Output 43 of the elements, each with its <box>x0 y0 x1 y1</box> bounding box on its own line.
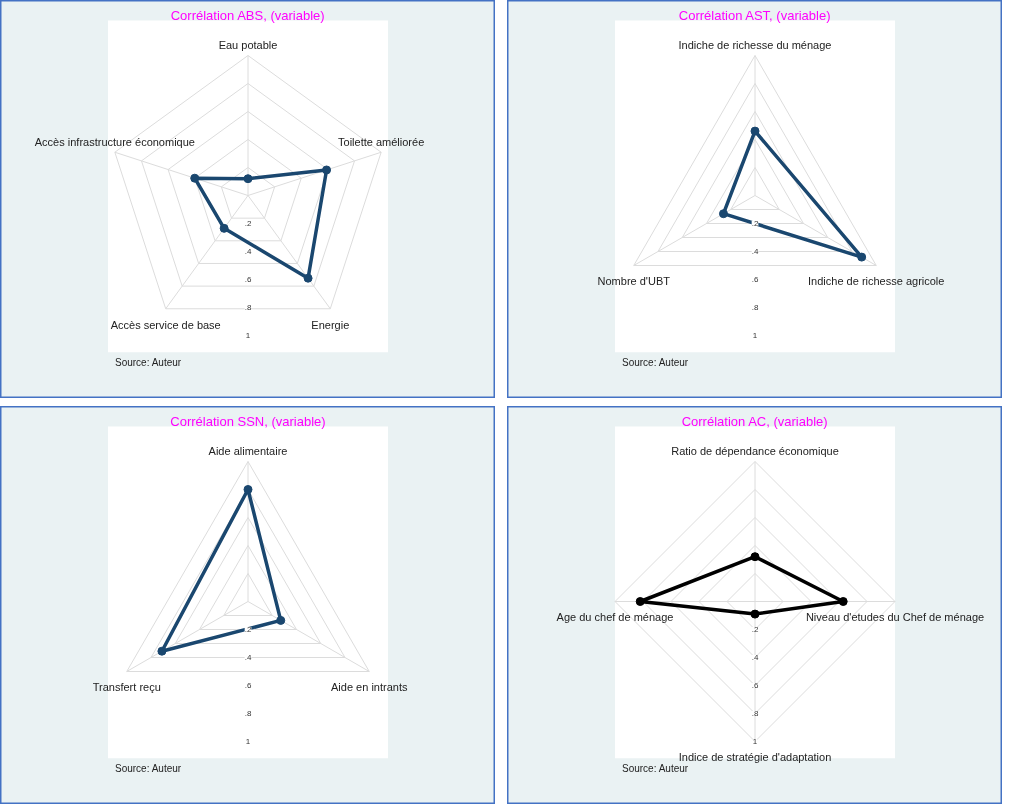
chart-title: Corrélation ABS, (variable) <box>170 7 325 23</box>
y-tick-label: .6 <box>751 681 759 690</box>
y-tick-label: .2 <box>244 219 252 228</box>
spoke-label: Aide en intrants <box>331 681 408 694</box>
y-tick-label: .4 <box>751 653 759 662</box>
y-tick-label: .6 <box>751 275 759 284</box>
spoke-label: Indiche de richesse du ménage <box>678 39 832 52</box>
source-note: Source: Auteur <box>115 356 182 368</box>
y-tick-label: 1 <box>245 737 251 746</box>
y-tick-label: .8 <box>751 303 759 312</box>
y-tick-label: .6 <box>244 681 252 690</box>
spoke-label: Accès service de base <box>110 318 221 331</box>
spoke-label: Aide alimentaire <box>208 445 288 458</box>
spoke-label: Age du chef de ménage <box>556 611 674 624</box>
spoke-label: Nombre d'UBT <box>597 275 671 288</box>
spoke-label: Ratio de dépendance économique <box>671 445 839 458</box>
source-note: Source: Auteur <box>115 762 182 774</box>
y-tick-label: .2 <box>751 219 759 228</box>
y-tick-label: .2 <box>244 625 252 634</box>
source-note: Source: Auteur <box>622 762 689 774</box>
spoke-label: Toilette améliorée <box>338 136 425 149</box>
spoke-label: Energie <box>311 318 350 331</box>
y-tick-label: .4 <box>244 653 252 662</box>
spoke-label: Indiche de richesse agricole <box>808 275 945 288</box>
spoke-label: Transfert reçu <box>92 681 161 694</box>
y-tick-label: 1 <box>752 331 758 340</box>
y-tick-label: .6 <box>244 275 252 284</box>
y-tick-label: .2 <box>751 625 759 634</box>
y-tick-label: .4 <box>751 247 759 256</box>
chart-title: Corrélation AC, (variable) <box>681 413 828 429</box>
y-tick-label: .4 <box>244 247 252 256</box>
source-note: Source: Auteur <box>622 356 689 368</box>
y-tick-label: .8 <box>244 709 252 718</box>
y-tick-label: .8 <box>751 709 759 718</box>
spoke-label: Accès infrastructure économique <box>34 136 195 149</box>
y-tick-label: 1 <box>752 737 758 746</box>
chart-title: Corrélation AST, (variable) <box>678 7 831 23</box>
chart-title: Corrélation SSN, (variable) <box>170 413 326 429</box>
y-tick-label: .8 <box>244 303 252 312</box>
spoke-label: Eau potable <box>218 39 278 52</box>
spoke-label: Indice de stratégie d'adaptation <box>678 751 832 764</box>
y-tick-label: 1 <box>245 331 251 340</box>
spoke-label: Niveau d'etudes du Chef de ménage <box>805 611 985 624</box>
